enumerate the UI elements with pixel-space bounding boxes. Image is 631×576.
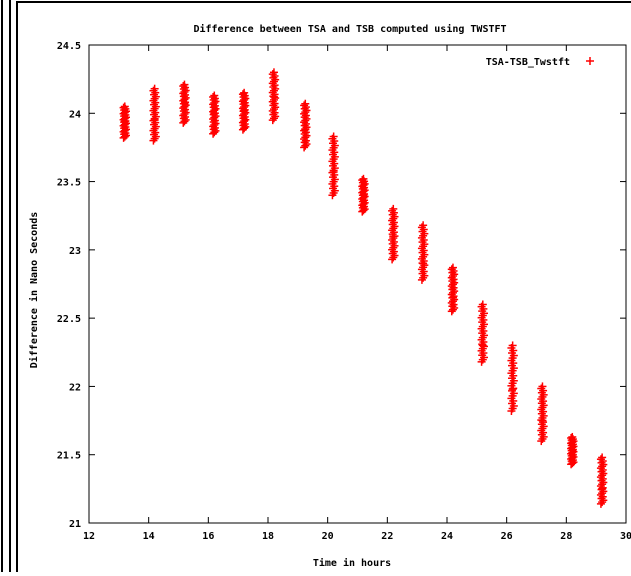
data-point <box>538 382 547 391</box>
data-point <box>508 385 517 394</box>
data-point <box>419 221 428 230</box>
axis-ticks: 12 14 16 18 20 22 24 26 28 30 21 21.5 22 22.5 23 23.5 24… <box>57 41 631 542</box>
chart-title: Difference between TSA and TSB computed … <box>193 23 506 35</box>
data-point <box>359 174 368 183</box>
data-point <box>269 92 278 101</box>
data-point <box>448 293 457 302</box>
data-point <box>179 82 188 91</box>
data-point <box>478 300 487 309</box>
x-tick-label: 16 <box>202 531 214 542</box>
data-point <box>301 99 310 108</box>
data-point <box>329 132 338 141</box>
y-tick-label: 21 <box>69 519 81 530</box>
x-axis-title: Time in hours <box>313 557 391 569</box>
data-point <box>238 90 247 99</box>
data-point <box>358 176 367 185</box>
data-point <box>596 455 605 464</box>
data-point <box>598 453 607 462</box>
x-tick-label: 26 <box>501 531 513 542</box>
data-point <box>389 232 398 241</box>
y-axis-title: Difference in Nano Seconds <box>28 212 40 369</box>
data-point <box>240 88 249 97</box>
data-point <box>389 204 398 213</box>
x-tick-label: 12 <box>83 531 95 542</box>
y-tick-label: 23.5 <box>57 178 81 189</box>
x-tick-label: 24 <box>441 531 453 542</box>
x-tick-label: 18 <box>262 531 274 542</box>
y-tick-label: 22 <box>69 382 81 393</box>
data-point <box>419 259 428 268</box>
plot-outer-border <box>16 1 631 575</box>
data-point <box>210 109 219 118</box>
data-points <box>119 68 608 508</box>
data-point <box>268 70 277 79</box>
data-point <box>210 91 219 100</box>
data-point <box>567 434 576 443</box>
legend-marker <box>586 57 594 65</box>
data-point <box>508 341 517 350</box>
x-tick-label: 30 <box>620 531 631 542</box>
data-point <box>120 102 129 111</box>
data-point <box>359 191 368 200</box>
data-point <box>329 168 338 177</box>
data-point <box>568 446 577 455</box>
data-point <box>180 80 189 89</box>
data-point <box>300 101 309 110</box>
plot-area-border <box>88 44 627 524</box>
data-point <box>478 341 487 350</box>
data-point <box>447 265 456 274</box>
x-tick-label: 22 <box>381 531 393 542</box>
data-point <box>119 103 128 112</box>
data-point <box>150 116 159 125</box>
data-point <box>180 99 189 108</box>
legend: TSA-TSB_Twstft <box>486 57 594 68</box>
data-point <box>209 93 218 102</box>
data-point <box>598 484 607 493</box>
legend-marker-symbol <box>586 57 594 65</box>
y-tick-label: 23 <box>69 246 81 257</box>
data-point <box>538 416 547 425</box>
x-tick-label: 28 <box>560 531 572 542</box>
y-tick-label: 24.5 <box>57 41 81 52</box>
legend-label: TSA-TSB_Twstft <box>486 57 570 68</box>
data-point <box>120 117 129 126</box>
y-tick-label: 22.5 <box>57 314 81 325</box>
data-point <box>150 84 159 93</box>
data-point <box>568 432 577 441</box>
x-tick-label: 14 <box>143 531 155 542</box>
data-point <box>301 125 310 134</box>
data-point <box>240 106 249 115</box>
y-tick-label: 24 <box>69 109 81 120</box>
y-tick-label: 21.5 <box>57 451 81 462</box>
data-point <box>269 68 278 77</box>
x-tick-label: 20 <box>322 531 334 542</box>
data-point <box>448 263 457 272</box>
